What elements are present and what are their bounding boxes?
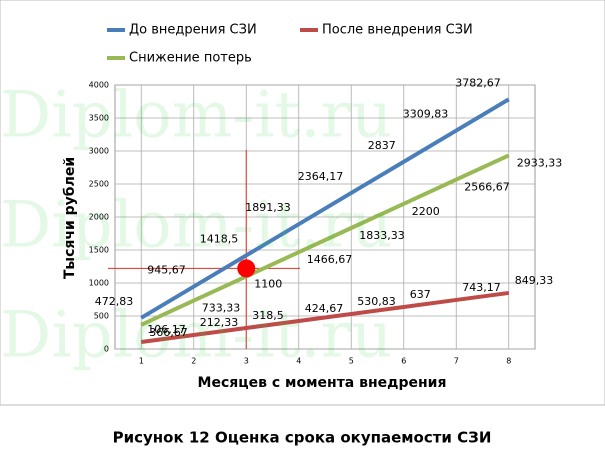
data-label: 1100 [254,277,282,290]
data-label: 212,33 [200,316,239,329]
data-label: 366,67 [149,326,188,339]
y-tick-label: 4000 [89,81,109,90]
data-label: 530,83 [357,295,396,308]
x-tick-label: 5 [349,357,354,366]
data-label: 318,5 [252,309,284,322]
watermark: Diplom-it.ru [0,189,392,263]
watermark: Diplom-it.ru [0,79,392,153]
break-even-point [237,259,256,278]
watermark: Diplom-it.ru [0,299,392,373]
data-label: 849,33 [515,274,554,287]
x-tick-label: 4 [296,357,301,366]
x-tick-label: 1 [139,357,144,366]
x-tick-label: 8 [506,357,511,366]
y-tick-label: 2000 [89,213,109,222]
x-tick-label: 7 [454,357,459,366]
data-label: 2837 [368,139,396,152]
figure-caption: Рисунок 12 Оценка срока окупаемости СЗИ [113,429,492,447]
y-tick-label: 500 [94,312,109,321]
data-label: 1466,67 [307,253,353,266]
data-label: 3309,83 [403,108,449,121]
data-label: 1418,5 [200,232,239,245]
x-tick-label: 6 [401,357,406,366]
legend-label: После внедрения СЗИ [322,23,473,38]
data-label: 2200 [412,205,440,218]
data-label: 733,33 [202,302,241,315]
data-label: 424,67 [305,302,344,315]
data-label: 1891,33 [245,201,291,214]
data-label: 472,83 [95,295,134,308]
data-label: 743,17 [462,281,501,294]
series-line [140,290,510,344]
data-label: 106,17 [147,323,186,336]
marks [108,97,510,349]
y-axis-label: Тысячи рублей [62,157,78,279]
x-tick-label: 2 [191,357,196,366]
data-label: 945,67 [147,264,186,277]
legend-label: Снижение потерь [129,51,252,66]
x-tick-label: 3 [244,357,249,366]
data-label: 2566,67 [464,181,510,194]
data-label: 1833,33 [359,229,405,242]
data-label: 2364,17 [298,170,344,183]
series-line [140,153,510,327]
legend-label: До внедрения СЗИ [129,23,257,38]
data-label: 2933,33 [517,156,563,169]
data-label: 3782,67 [455,76,501,89]
y-tick-label: 3500 [89,114,109,123]
y-tick-label: 1000 [89,279,109,288]
data-label: 637 [410,288,431,301]
y-tick-label: 2500 [89,180,109,189]
y-tick-label: 3000 [89,147,109,156]
y-tick-label: 0 [104,345,109,354]
y-tick-label: 1500 [89,246,109,255]
x-axis-label: Месяцев с момента внедрения [198,375,447,391]
series-line [140,97,510,320]
